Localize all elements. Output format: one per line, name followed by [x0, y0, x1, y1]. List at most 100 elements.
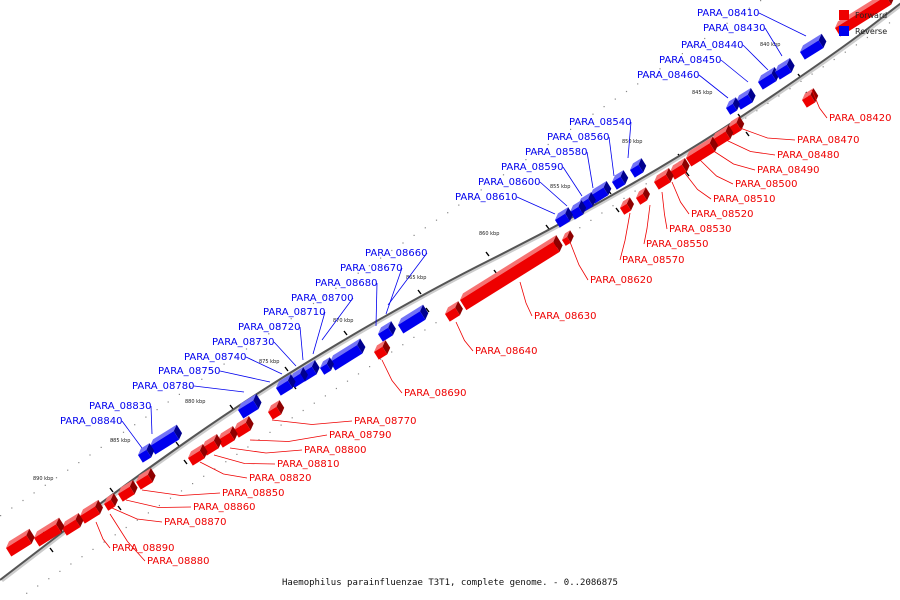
lower-tick-dot — [81, 556, 83, 558]
leader-line-forward — [125, 499, 192, 508]
forward-gene-feature — [686, 136, 719, 167]
forward-gene-feature — [136, 468, 156, 490]
gene-label-forward: PARA_08810 — [277, 459, 339, 470]
gene-label-forward: PARA_08850 — [222, 488, 284, 499]
lower-tick-dot — [745, 117, 747, 119]
leader-line-forward — [643, 204, 651, 245]
feature-side — [245, 416, 254, 431]
gene-label-forward: PARA_08530 — [669, 224, 731, 235]
feature-face — [686, 143, 716, 167]
leader-line-forward — [249, 434, 328, 442]
feature-face — [234, 422, 251, 438]
upper-tick-dot — [312, 302, 315, 305]
leader-line-reverse — [742, 44, 769, 71]
feature-top — [590, 180, 607, 196]
feature-face — [378, 327, 393, 342]
feature-side — [420, 304, 429, 320]
feature-top — [218, 426, 233, 440]
gene-label-reverse: PARA_08830 — [89, 401, 151, 412]
lower-tick-dot — [855, 44, 857, 46]
reverse-gene-feature — [570, 200, 587, 220]
forward-gene-feature — [104, 493, 118, 511]
leader-line-forward — [569, 241, 589, 281]
upper-tick-dot — [458, 204, 460, 206]
upper-tick-dot — [11, 507, 13, 509]
feature-face — [636, 193, 648, 205]
lower-tick-dot — [435, 322, 437, 324]
upper-tick-dot — [190, 386, 192, 388]
upper-tick-dot — [692, 45, 695, 47]
upper-tick-dot — [279, 325, 281, 327]
feature-face — [238, 400, 259, 419]
lower-tick-dot — [203, 475, 205, 477]
gene-label-reverse: PARA_08540 — [569, 117, 631, 128]
feature-side — [95, 499, 104, 515]
label-leaders — [95, 12, 828, 562]
feature-top — [460, 235, 557, 300]
forward-gene-feature — [188, 444, 208, 466]
feature-face — [188, 450, 205, 466]
leader-line-reverse — [273, 341, 297, 367]
lower-tick-dot — [48, 578, 50, 580]
feature-top — [728, 116, 740, 128]
upper-tick-dot — [0, 515, 2, 517]
upper-tick-dot — [681, 53, 683, 55]
leader-line-forward — [699, 159, 734, 185]
major-tick — [485, 251, 490, 257]
tick-label: 855 kbp — [550, 184, 570, 190]
gene-label-reverse: PARA_08580 — [525, 147, 587, 158]
feature-side — [665, 168, 674, 183]
lower-tick-dot — [280, 424, 282, 426]
lower-tick-dot — [92, 548, 94, 550]
feature-face — [630, 164, 644, 178]
feature-side — [603, 180, 612, 196]
feature-side — [253, 393, 262, 409]
gene-label-forward: PARA_08690 — [404, 388, 466, 399]
feature-side — [588, 192, 596, 207]
feature-face — [62, 519, 81, 536]
reverse-gene-feature — [775, 58, 795, 80]
gene-label-reverse: PARA_08840 — [60, 416, 122, 427]
feature-top — [445, 301, 459, 314]
leader-line-reverse — [219, 370, 271, 383]
upper-tick-dot — [89, 454, 91, 456]
feature-top — [570, 200, 582, 212]
lower-tick-dot — [37, 585, 39, 587]
feature-top — [136, 468, 151, 482]
major-tick — [745, 131, 750, 137]
leader-line-reverse — [150, 405, 153, 435]
gene-label-reverse: PARA_08740 — [184, 352, 246, 363]
figure-caption: Haemophilus parainfluenzae T3T1, complet… — [282, 578, 618, 588]
leader-line-forward — [111, 507, 163, 523]
gene-label-reverse: PARA_08440 — [681, 40, 743, 51]
feature-top — [234, 416, 249, 430]
gene-labels: PARA_08410 PARA_08430 PARA_08440 PARA_08450… — [60, 8, 891, 567]
lower-tick-dot — [811, 73, 813, 75]
gene-label-forward: PARA_08570 — [622, 255, 684, 266]
upper-tick-dot — [201, 378, 203, 380]
reverse-gene-feature — [378, 321, 396, 342]
upper-tick-dot — [726, 22, 728, 24]
leader-line-forward — [271, 419, 353, 425]
reverse-gene-feature — [736, 88, 756, 110]
feature-face — [330, 345, 363, 371]
feature-face — [5, 535, 32, 557]
leader-line-reverse — [562, 166, 583, 197]
feature-side — [771, 66, 780, 82]
lower-tick-dot — [424, 329, 426, 331]
legend-forward-label: Forward — [855, 11, 887, 20]
feature-face — [775, 64, 792, 80]
upper-tick-dot — [760, 0, 762, 2]
lower-tick-dot — [147, 512, 149, 514]
lower-tick-dot — [26, 592, 28, 594]
leader-line-reverse — [758, 12, 807, 37]
feature-top — [802, 88, 814, 100]
legend: Forward Reverse — [839, 10, 887, 36]
feature-face — [620, 203, 632, 215]
lower-tick-dot — [346, 380, 349, 382]
upper-tick-dot — [380, 257, 382, 259]
feature-side — [199, 444, 208, 459]
lower-tick-dot — [778, 95, 780, 97]
upper-tick-dot — [502, 174, 505, 176]
upper-tick-dot — [357, 272, 359, 274]
